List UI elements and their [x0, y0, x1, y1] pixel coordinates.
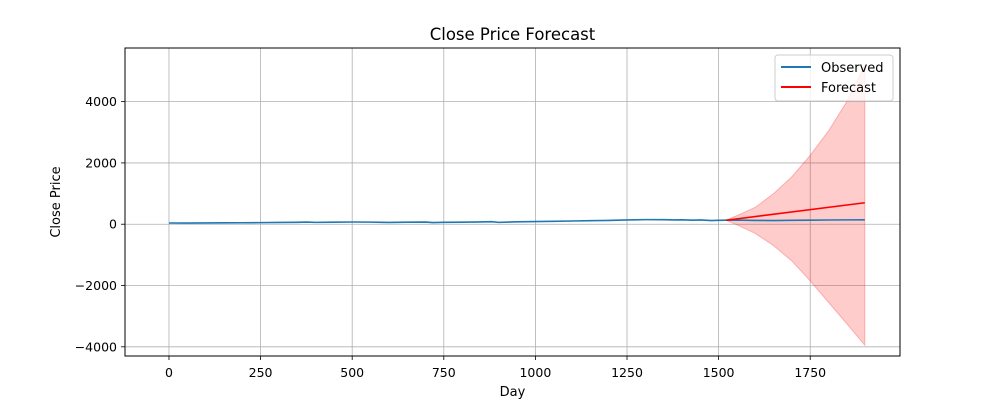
- y-tick-label: −4000: [75, 339, 117, 354]
- x-tick-label: 250: [249, 365, 273, 380]
- y-tick-label: −2000: [75, 278, 117, 293]
- x-tick-label: 1000: [519, 365, 551, 380]
- x-tick-label: 1750: [794, 365, 826, 380]
- legend-label-forecast: Forecast: [821, 81, 876, 96]
- legend: Observed Forecast: [774, 54, 894, 102]
- y-axis-label: Close Price: [49, 166, 64, 237]
- plot-frame: [124, 47, 901, 357]
- x-tick-label: 750: [432, 365, 456, 380]
- chart-title: Close Price Forecast: [430, 25, 596, 44]
- legend-label-observed: Observed: [821, 61, 884, 76]
- forecast-confidence-band: [724, 64, 866, 347]
- x-tick-label: 500: [340, 365, 364, 380]
- x-tick-label: 1500: [703, 365, 735, 380]
- x-axis-label: Day: [500, 385, 526, 400]
- x-tick-label: 0: [165, 365, 173, 380]
- axis-ticks: 0 250 500 750 1000 1250 1500 1750 −4000 −2000 0 200…: [75, 94, 826, 380]
- x-tick-label: 1250: [611, 365, 643, 380]
- confidence-band-layer: [724, 64, 866, 347]
- y-tick-label: 4000: [85, 94, 117, 109]
- series-layer: [168, 201, 865, 224]
- y-tick-label: 0: [109, 217, 117, 232]
- series-line-forecast: [725, 201, 865, 222]
- y-tick-label: 2000: [85, 155, 117, 170]
